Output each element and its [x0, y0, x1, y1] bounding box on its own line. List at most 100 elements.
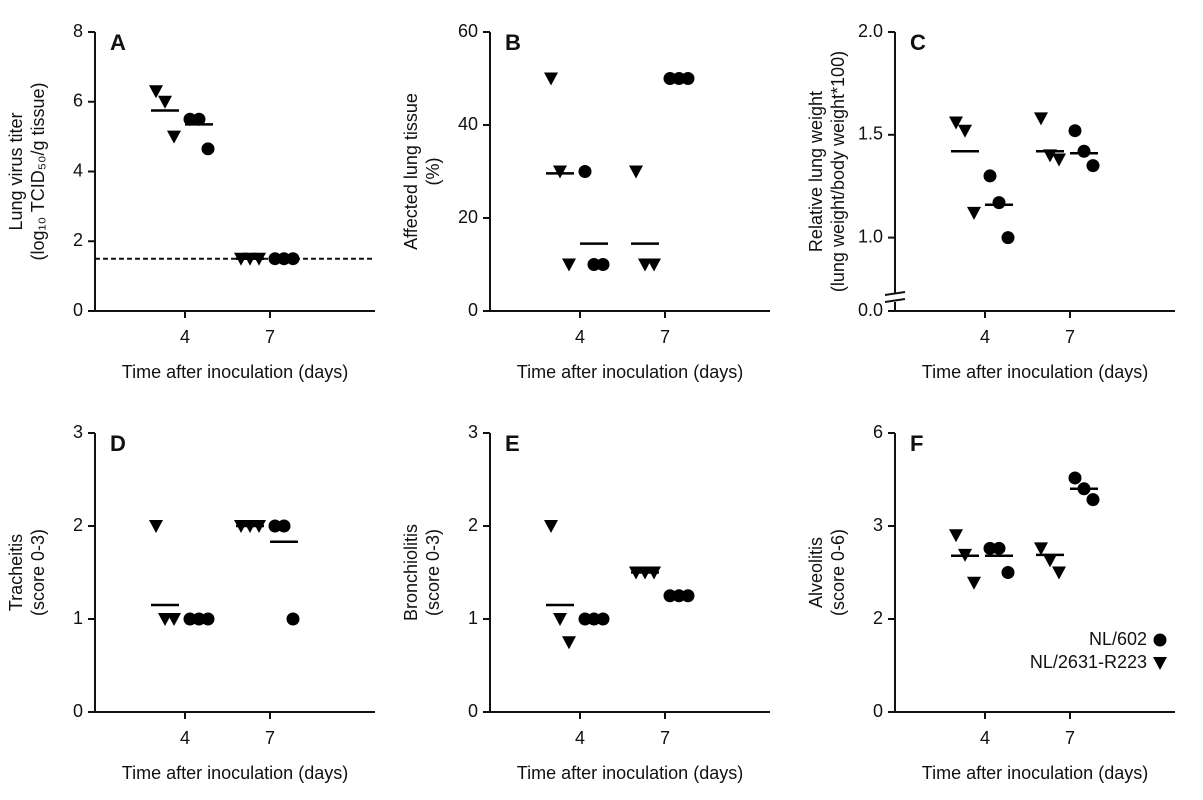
y-axis-label: (log₁₀ TCID₅₀/g tissue) [28, 83, 48, 261]
circle-point [596, 258, 610, 271]
triangle-point [949, 529, 963, 543]
legend-label: NL/2631-R223 [1030, 652, 1147, 672]
triangle-point [638, 258, 652, 272]
x-axis-label: Time after inoculation (days) [517, 362, 743, 382]
circle-point [1086, 159, 1100, 173]
y-tick-label: 4 [73, 160, 83, 180]
y-tick-label: 2 [73, 515, 83, 535]
y-axis-label: Bronchiolitis [401, 524, 421, 621]
circle-point [578, 165, 592, 178]
triangle-point [167, 130, 181, 144]
panel-letter: B [505, 30, 521, 55]
triangle-point [149, 520, 163, 533]
circle-point [1068, 124, 1082, 138]
y-axis-label: (score 0-3) [28, 529, 48, 616]
circle-point [268, 519, 282, 533]
triangle-point [1043, 149, 1057, 163]
circle-point [286, 612, 300, 626]
y-axis-label: Affected lung tissue [401, 93, 421, 250]
y-tick-label: 1.5 [858, 124, 883, 144]
x-axis-label: Time after inoculation (days) [122, 362, 348, 382]
triangle-point [553, 613, 567, 626]
panel: 0 2 4 6 8 4 7 Time after inoculation (days) Lung… [6, 21, 375, 382]
triangle-point [1034, 112, 1048, 126]
triangle-point [1052, 153, 1066, 167]
triangle-point [647, 258, 661, 272]
triangle-point [562, 258, 576, 272]
x-tick-label: 4 [575, 728, 585, 748]
circle-point [183, 112, 197, 126]
y-axis-label: Lung virus titer [6, 112, 26, 230]
panel: 0 2 3 6 4 7 Time after inoculation (days) Alveo… [806, 422, 1175, 783]
circle-point [983, 169, 997, 183]
y-tick-label: 0.0 [858, 300, 883, 320]
x-tick-label: 7 [1065, 327, 1075, 347]
panel: 0 20 40 60 4 7 Time after inoculation (days) Af… [401, 21, 770, 382]
x-tick-label: 4 [180, 728, 190, 748]
legend-label: NL/602 [1089, 629, 1147, 649]
triangle-point [958, 124, 972, 138]
triangle-point [629, 165, 643, 179]
panel: 0.0 1.0 1.5 2.0 4 7 Time after inoculation (da… [806, 21, 1175, 382]
circle-point [992, 196, 1006, 210]
y-tick-label: 2 [73, 230, 83, 250]
circle-point [1077, 144, 1091, 158]
y-tick-label: 1.0 [858, 226, 883, 246]
triangle-point [158, 95, 172, 109]
panel-letter: A [110, 30, 126, 55]
y-tick-label: 2 [873, 608, 883, 628]
y-axis-label: Relative lung weight [806, 91, 826, 252]
y-tick-label: 3 [873, 515, 883, 535]
circle-point [587, 258, 601, 271]
x-tick-label: 7 [660, 327, 670, 347]
circle-point [192, 112, 206, 126]
y-axis-label: Tracheitis [6, 534, 26, 611]
x-axis-label: Time after inoculation (days) [122, 763, 348, 783]
triangle-point [553, 165, 567, 179]
panel-letter: E [505, 431, 520, 456]
x-axis-label: Time after inoculation (days) [922, 763, 1148, 783]
y-axis-label: (score 0-6) [828, 529, 848, 616]
panel: 0 1 2 3 4 7 Time after inoculation (days) Bronc… [401, 422, 770, 783]
y-tick-label: 0 [73, 701, 83, 721]
y-tick-label: 0 [468, 701, 478, 721]
circle-point [1001, 231, 1015, 245]
y-tick-label: 60 [458, 21, 478, 41]
axis-break-gap [885, 294, 905, 302]
triangle-point [1052, 566, 1066, 580]
y-tick-label: 2 [468, 515, 478, 535]
y-tick-label: 3 [468, 422, 478, 442]
y-tick-label: 8 [73, 21, 83, 41]
panel-letter: F [910, 431, 923, 456]
y-tick-label: 3 [73, 422, 83, 442]
y-axis-label: (%) [423, 158, 443, 186]
triangle-point [544, 520, 558, 533]
y-tick-label: 0 [873, 701, 883, 721]
circle-point [992, 541, 1006, 555]
y-tick-label: 0 [73, 300, 83, 320]
x-tick-label: 7 [1065, 728, 1075, 748]
triangle-point [149, 85, 163, 99]
triangle-point [544, 72, 558, 86]
y-axis-label: (score 0-3) [423, 529, 443, 616]
triangle-point [949, 116, 963, 130]
triangle-point [1034, 542, 1048, 556]
y-axis-label: (lung weight/body weight*100) [828, 51, 848, 292]
triangle-point [167, 613, 181, 626]
triangle-point [158, 613, 172, 626]
y-tick-label: 1 [468, 608, 478, 628]
x-axis-label: Time after inoculation (days) [517, 763, 743, 783]
y-tick-label: 0 [468, 300, 478, 320]
triangle-point [1043, 554, 1057, 568]
x-tick-label: 4 [980, 327, 990, 347]
legend-marker [1153, 633, 1167, 647]
legend-marker [1153, 657, 1167, 670]
axis-break [884, 291, 906, 296]
x-tick-label: 4 [575, 327, 585, 347]
x-tick-label: 7 [660, 728, 670, 748]
y-tick-label: 6 [73, 91, 83, 111]
triangle-point [562, 636, 576, 650]
panel-letter: C [910, 30, 926, 55]
x-axis-label: Time after inoculation (days) [922, 362, 1148, 382]
